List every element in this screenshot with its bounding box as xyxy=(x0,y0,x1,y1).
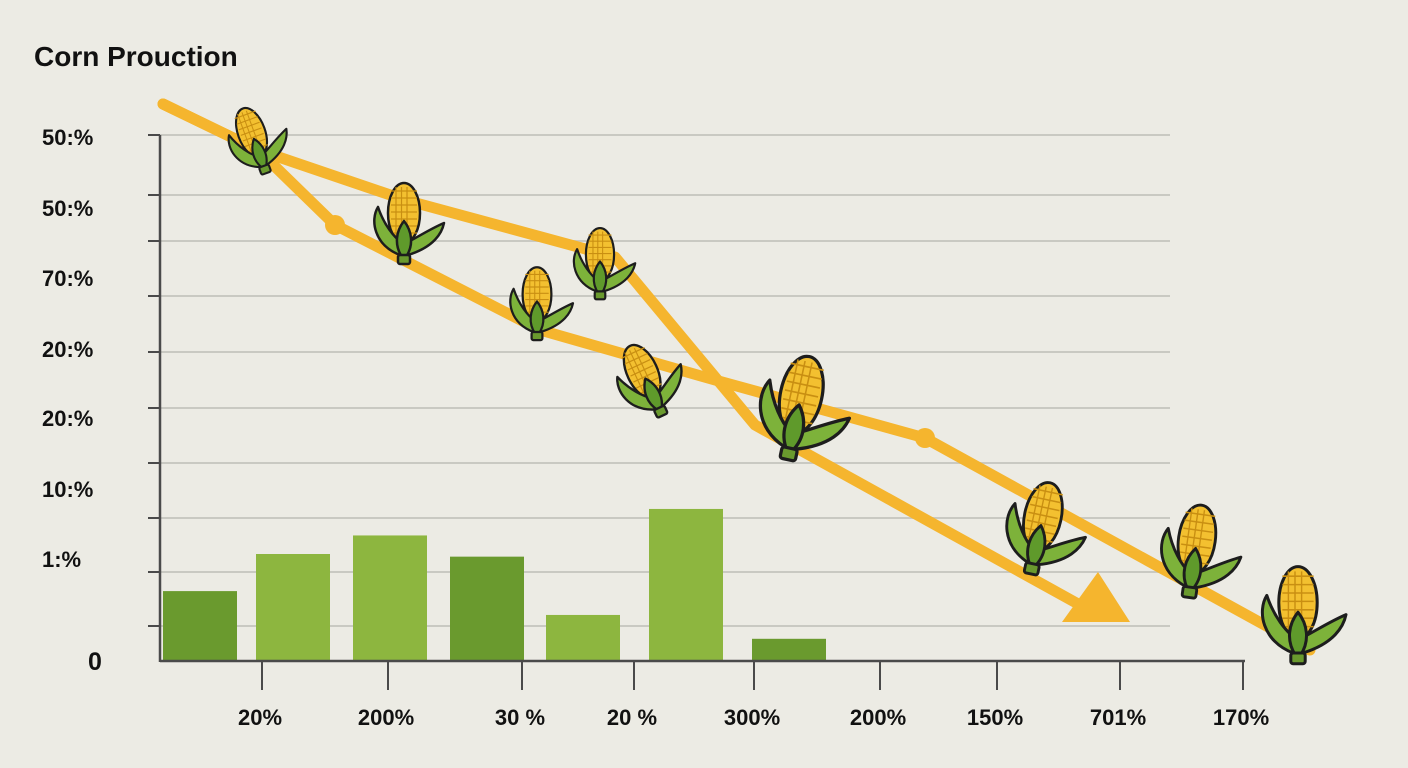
x-tick-label: 300% xyxy=(724,705,780,730)
x-tick-label: 30 % xyxy=(495,705,545,730)
y-axis-ticks: 50:% 50:% 70:% 20:% 20:% 10:% 1:% 0 xyxy=(42,125,160,676)
line-point xyxy=(325,215,345,235)
corn-markers xyxy=(227,106,1348,666)
line-point xyxy=(915,428,935,448)
x-axis-ticks: 20% 200% 30 % 20 % 300% 200% 150% 701% 170% xyxy=(238,661,1269,730)
trend-lines xyxy=(157,98,1316,656)
x-tick-label: 150% xyxy=(967,705,1023,730)
arrow-head xyxy=(1062,572,1130,622)
bar xyxy=(450,556,524,660)
corn-icon xyxy=(1260,565,1348,666)
corn-icon xyxy=(1160,503,1243,600)
bars xyxy=(163,508,826,660)
bar xyxy=(752,638,826,660)
y-tick-label: 10:% xyxy=(42,477,93,502)
corn-icon xyxy=(1005,481,1087,577)
x-tick-label: 20% xyxy=(238,705,282,730)
trend-line-b xyxy=(157,98,1316,656)
corn-icon xyxy=(758,354,852,463)
corn-icon xyxy=(509,266,575,342)
y-tick-label: 50:% xyxy=(42,196,93,221)
x-tick-label: 200% xyxy=(850,705,906,730)
corn-icon xyxy=(227,106,288,176)
y-tick-label: 0 xyxy=(88,648,102,676)
corn-icon xyxy=(572,226,637,301)
x-tick-label: 200% xyxy=(358,705,414,730)
x-tick-label: 20 % xyxy=(607,705,657,730)
axes xyxy=(158,135,1245,663)
corn-icon xyxy=(616,343,683,419)
bar xyxy=(163,591,237,660)
y-tick-label: 20:% xyxy=(42,406,93,431)
chart-title: Corn Prouction xyxy=(34,41,238,72)
bar xyxy=(353,535,427,660)
corn-icon xyxy=(373,181,446,266)
x-tick-label: 701% xyxy=(1090,705,1146,730)
x-tick-label: 170% xyxy=(1213,705,1269,730)
bar xyxy=(256,554,330,660)
y-tick-label: 50:% xyxy=(42,125,93,150)
y-tick-label: 70:% xyxy=(42,266,93,291)
bar xyxy=(546,614,620,660)
y-tick-label: 1:% xyxy=(42,547,81,572)
y-tick-label: 20:% xyxy=(42,337,93,362)
bar xyxy=(649,508,723,660)
